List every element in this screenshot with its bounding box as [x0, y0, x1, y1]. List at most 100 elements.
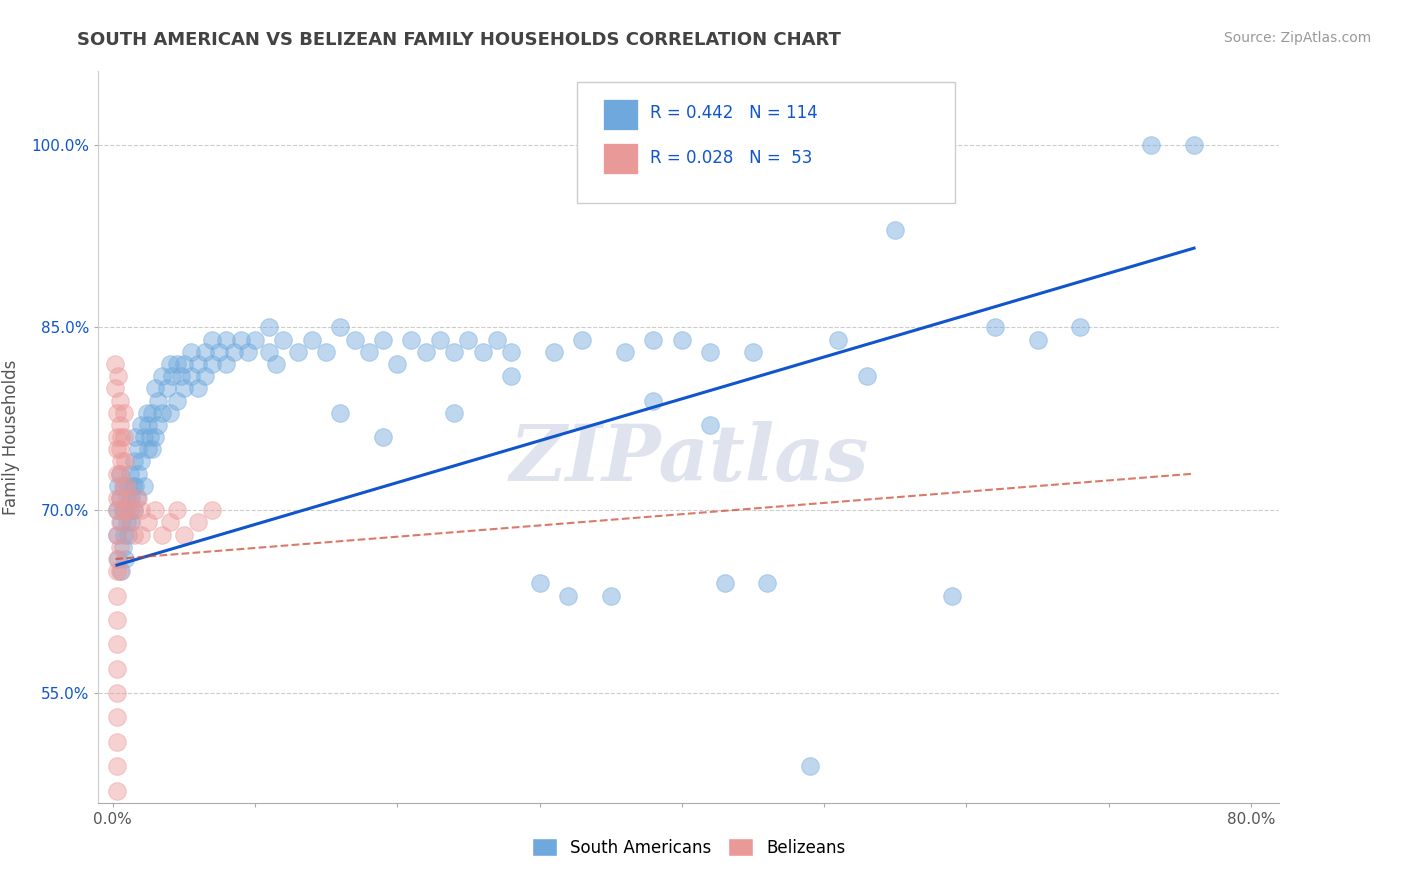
- Point: [112, 527, 135, 541]
- Point: [166, 357, 188, 371]
- Point: [187, 381, 209, 395]
- Point: [115, 516, 138, 530]
- Point: [105, 686, 128, 700]
- Point: [105, 637, 128, 651]
- Point: [257, 320, 280, 334]
- Point: [713, 576, 735, 591]
- Point: [166, 503, 188, 517]
- Point: [143, 381, 166, 395]
- FancyBboxPatch shape: [603, 143, 638, 174]
- Point: [129, 454, 152, 468]
- Point: [138, 430, 160, 444]
- Point: [104, 381, 127, 395]
- Point: [1140, 137, 1163, 152]
- Point: [457, 333, 479, 347]
- Text: SOUTH AMERICAN VS BELIZEAN FAMILY HOUSEHOLDS CORRELATION CHART: SOUTH AMERICAN VS BELIZEAN FAMILY HOUSEH…: [77, 31, 841, 49]
- Point: [104, 357, 127, 371]
- Point: [105, 430, 128, 444]
- Point: [699, 417, 721, 432]
- Point: [215, 333, 238, 347]
- Point: [143, 503, 166, 517]
- Point: [222, 344, 245, 359]
- Point: [429, 333, 451, 347]
- Point: [173, 357, 195, 371]
- Point: [108, 491, 131, 505]
- Point: [127, 491, 149, 505]
- Point: [105, 527, 128, 541]
- Point: [108, 564, 131, 578]
- Point: [105, 552, 128, 566]
- Point: [229, 333, 252, 347]
- Point: [136, 417, 159, 432]
- FancyBboxPatch shape: [576, 82, 955, 203]
- Point: [120, 491, 142, 505]
- Point: [114, 454, 136, 468]
- Point: [152, 369, 174, 384]
- Point: [159, 357, 181, 371]
- Point: [105, 503, 128, 517]
- Point: [187, 357, 209, 371]
- Point: [173, 381, 195, 395]
- Point: [124, 430, 146, 444]
- Point: [127, 442, 149, 457]
- Legend: South Americans, Belizeans: South Americans, Belizeans: [531, 838, 846, 856]
- Point: [856, 369, 879, 384]
- Point: [122, 454, 145, 468]
- Point: [471, 344, 494, 359]
- Point: [105, 589, 128, 603]
- Point: [122, 503, 145, 517]
- Point: [125, 491, 148, 505]
- Point: [1026, 333, 1049, 347]
- Point: [194, 344, 217, 359]
- Point: [105, 759, 128, 773]
- Point: [115, 491, 138, 505]
- Point: [107, 369, 129, 384]
- Point: [132, 479, 155, 493]
- Point: [152, 406, 174, 420]
- Point: [443, 344, 465, 359]
- Point: [129, 417, 152, 432]
- Point: [105, 406, 128, 420]
- Point: [108, 442, 131, 457]
- Point: [166, 393, 188, 408]
- Point: [118, 467, 141, 481]
- Point: [257, 344, 280, 359]
- Point: [105, 783, 128, 797]
- Point: [201, 333, 224, 347]
- Point: [329, 320, 352, 334]
- Point: [122, 503, 145, 517]
- Point: [941, 589, 963, 603]
- Point: [180, 369, 202, 384]
- Point: [107, 479, 129, 493]
- Point: [529, 576, 551, 591]
- Point: [557, 589, 579, 603]
- Point: [371, 430, 394, 444]
- Point: [114, 552, 136, 566]
- Point: [136, 442, 159, 457]
- Point: [343, 333, 366, 347]
- Point: [148, 393, 170, 408]
- Point: [884, 223, 907, 237]
- Point: [571, 333, 593, 347]
- Point: [110, 564, 132, 578]
- Point: [148, 417, 170, 432]
- Point: [110, 454, 132, 468]
- Point: [329, 406, 352, 420]
- Point: [599, 589, 621, 603]
- Point: [415, 344, 437, 359]
- Point: [371, 333, 394, 347]
- Point: [499, 369, 522, 384]
- Point: [118, 503, 141, 517]
- Point: [105, 710, 128, 724]
- Point: [827, 333, 849, 347]
- FancyBboxPatch shape: [603, 99, 638, 130]
- Point: [1069, 320, 1091, 334]
- Point: [105, 527, 128, 541]
- Point: [301, 333, 323, 347]
- Point: [114, 503, 136, 517]
- Point: [287, 344, 309, 359]
- Point: [105, 442, 128, 457]
- Point: [107, 552, 129, 566]
- Point: [1182, 137, 1205, 152]
- Point: [117, 479, 139, 493]
